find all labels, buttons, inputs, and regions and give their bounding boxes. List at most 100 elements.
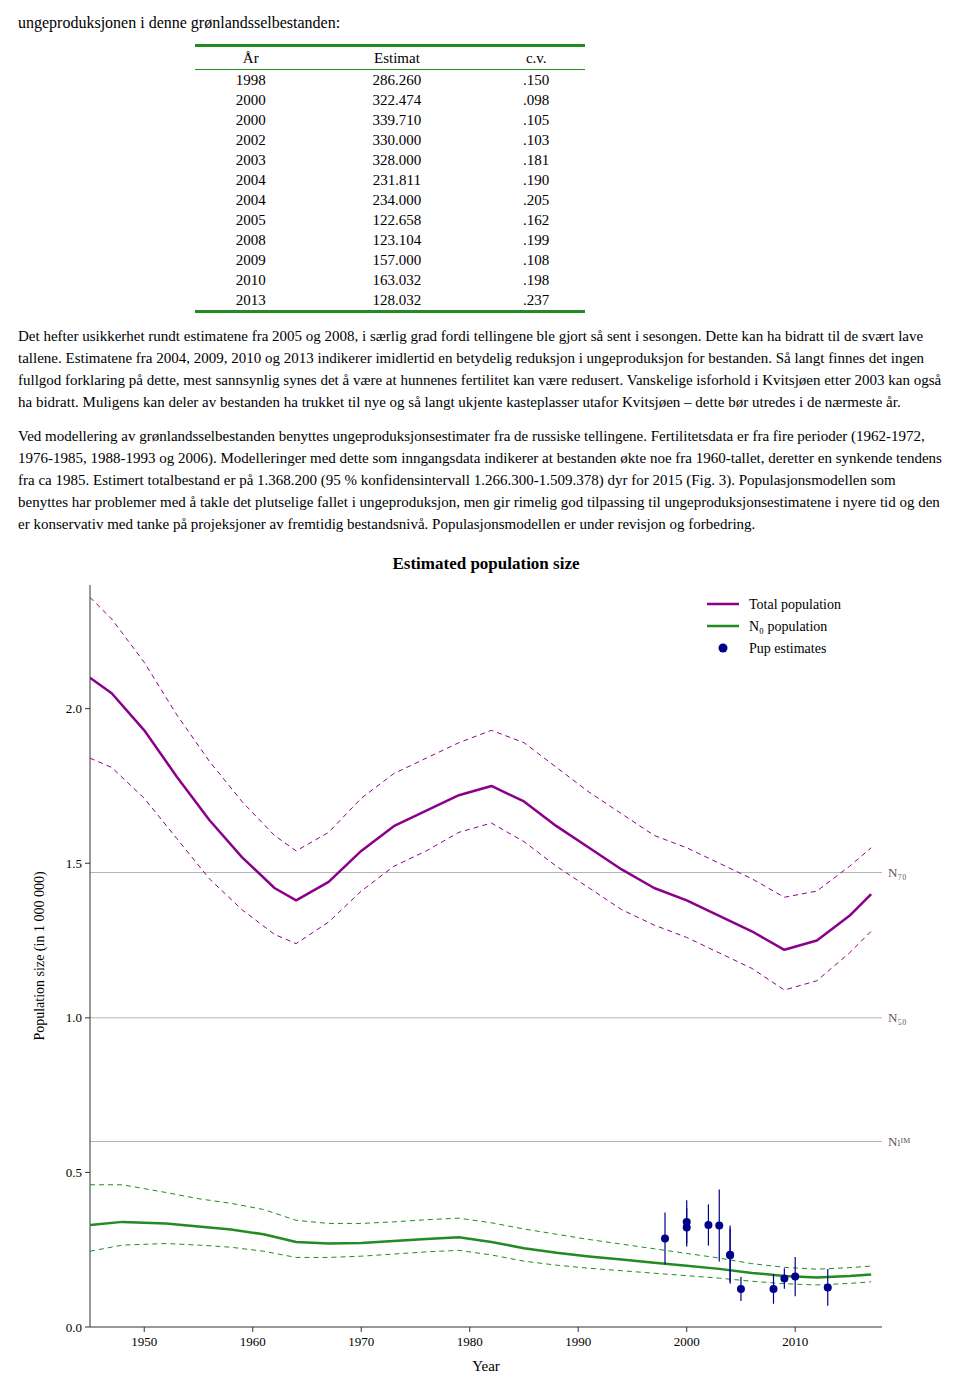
- table-cell: .237: [487, 290, 585, 312]
- table-body: 1998286.260.1502000322.474.0982000339.71…: [195, 70, 585, 312]
- table-row: 2008123.104.199: [195, 230, 585, 250]
- table-cell: 128.032: [306, 290, 487, 312]
- pup-point: [791, 1273, 799, 1281]
- confidence-line: [90, 758, 871, 990]
- y-tick-label: 1.0: [66, 1010, 82, 1025]
- table-cell: .108: [487, 250, 585, 270]
- x-tick: [686, 1327, 687, 1332]
- table-row: 2005122.658.162: [195, 210, 585, 230]
- x-axis-label: Year: [472, 1358, 500, 1374]
- x-tick-label: 2010: [782, 1334, 808, 1349]
- table-row: 2004231.811.190: [195, 170, 585, 190]
- pup-point: [824, 1283, 832, 1291]
- table-cell: .199: [487, 230, 585, 250]
- table-cell: 339.710: [306, 110, 487, 130]
- table-cell: 2000: [195, 90, 306, 110]
- x-tick: [469, 1327, 470, 1332]
- y-tick: [85, 1327, 90, 1328]
- legend-swatch: [707, 603, 739, 606]
- table-cell: .205: [487, 190, 585, 210]
- pup-point: [726, 1251, 734, 1259]
- y-tick-label: 2.0: [66, 701, 82, 716]
- table-header: År: [195, 46, 306, 70]
- reference-label: N₇₀: [888, 865, 906, 880]
- x-tick: [795, 1327, 796, 1332]
- table-row: 2000339.710.105: [195, 110, 585, 130]
- pup-point: [715, 1222, 723, 1230]
- y-axis-label: Population size (in 1 000 000): [32, 871, 48, 1040]
- table-row: 1998286.260.150: [195, 70, 585, 91]
- pup-point: [780, 1274, 788, 1282]
- pup-point: [683, 1218, 691, 1226]
- y-tick: [85, 1017, 90, 1018]
- table-cell: 2005: [195, 210, 306, 230]
- table-cell: 234.000: [306, 190, 487, 210]
- table-cell: .150: [487, 70, 585, 91]
- legend-label: N₀ population: [749, 619, 827, 634]
- table-cell: .162: [487, 210, 585, 230]
- table-row: 2010163.032.198: [195, 270, 585, 290]
- reference-lines: [90, 873, 882, 1142]
- y-tick-label: 1.5: [66, 856, 82, 871]
- x-tick-label: 1990: [565, 1334, 591, 1349]
- table-cell: 2010: [195, 270, 306, 290]
- confidence-line: [90, 1244, 871, 1285]
- table-cell: 2004: [195, 190, 306, 210]
- x-tick-label: 1980: [457, 1334, 483, 1349]
- table-cell: 286.260: [306, 70, 487, 91]
- series-line: [90, 1222, 871, 1278]
- table-cell: 122.658: [306, 210, 487, 230]
- x-tick-label: 1970: [348, 1334, 374, 1349]
- table-header: c.v.: [487, 46, 585, 70]
- table-cell: 123.104: [306, 230, 487, 250]
- table-cell: 231.811: [306, 170, 487, 190]
- reference-line: [90, 1017, 882, 1018]
- legend-swatch: [707, 625, 739, 628]
- table-cell: 330.000: [306, 130, 487, 150]
- x-tick: [361, 1327, 362, 1332]
- table-cell: .105: [487, 110, 585, 130]
- reference-line: [90, 872, 882, 873]
- table-row: 2000322.474.098: [195, 90, 585, 110]
- legend-swatch: [719, 644, 728, 653]
- table-cell: 1998: [195, 70, 306, 91]
- chart: Estimated population sizeN₇₀N₅₀Nₗᴵᴹ19501…: [18, 545, 942, 1379]
- x-axis-line: [90, 1327, 882, 1328]
- chart-title: Estimated population size: [392, 554, 579, 573]
- table-row: 2013128.032.237: [195, 290, 585, 312]
- y-tick: [85, 1172, 90, 1173]
- y-axis-line: [90, 585, 91, 1327]
- pup-point: [737, 1285, 745, 1293]
- page-title: ungeproduksjonen i denne grønlandsselbes…: [18, 12, 942, 34]
- axes: 19501960197019801990200020100.00.51.01.5…: [66, 585, 882, 1349]
- table-row: 2002330.000.103: [195, 130, 585, 150]
- y-tick: [85, 863, 90, 864]
- reference-label: N₅₀: [888, 1010, 906, 1025]
- x-tick: [578, 1327, 579, 1332]
- table-cell: 322.474: [306, 90, 487, 110]
- reference-line: [90, 1141, 882, 1142]
- x-tick: [144, 1327, 145, 1332]
- table-head: ÅrEstimatc.v.: [195, 46, 585, 70]
- table-row: 2009157.000.108: [195, 250, 585, 270]
- table-cell: .103: [487, 130, 585, 150]
- table-cell: 2008: [195, 230, 306, 250]
- x-tick-label: 1950: [131, 1334, 157, 1349]
- series-line: [90, 678, 871, 950]
- table-cell: 163.032: [306, 270, 487, 290]
- table-cell: 328.000: [306, 150, 487, 170]
- pup-point: [726, 1251, 734, 1259]
- table-header-row: ÅrEstimatc.v.: [195, 46, 585, 70]
- table-row: 2004234.000.205: [195, 190, 585, 210]
- paragraph: Ved modellering av grønlandsselbestanden…: [18, 425, 942, 535]
- table-cell: 2009: [195, 250, 306, 270]
- y-tick-label: 0.5: [66, 1165, 82, 1180]
- paragraph: Det hefter usikkerhet rundt estimatene f…: [18, 325, 942, 413]
- y-tick-label: 0.0: [66, 1320, 82, 1335]
- table-cell: .098: [487, 90, 585, 110]
- pup-point: [704, 1221, 712, 1229]
- table-cell: .181: [487, 150, 585, 170]
- pup-point: [661, 1235, 669, 1243]
- table-cell: .190: [487, 170, 585, 190]
- estimate-table: ÅrEstimatc.v.1998286.260.1502000322.474.…: [195, 44, 585, 313]
